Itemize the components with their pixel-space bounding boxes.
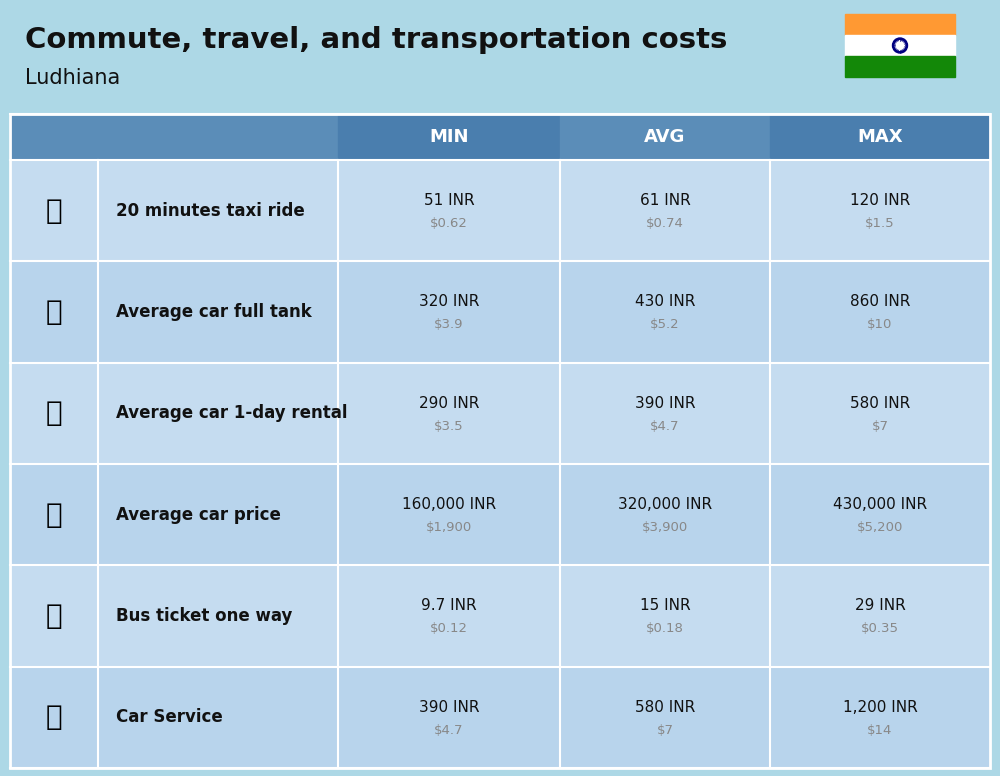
Text: $1.5: $1.5 <box>865 217 895 230</box>
Text: MIN: MIN <box>429 128 469 146</box>
Text: 390 INR: 390 INR <box>419 700 479 715</box>
Text: 320,000 INR: 320,000 INR <box>618 497 712 512</box>
Text: 160,000 INR: 160,000 INR <box>402 497 496 512</box>
Text: $4.7: $4.7 <box>650 420 680 433</box>
Text: 1,200 INR: 1,200 INR <box>843 700 917 715</box>
Text: 290 INR: 290 INR <box>419 396 479 411</box>
Bar <box>845 35 955 56</box>
Text: $4.7: $4.7 <box>434 724 464 737</box>
Text: 430,000 INR: 430,000 INR <box>833 497 927 512</box>
Bar <box>10 362 990 464</box>
Text: $3.9: $3.9 <box>434 318 464 331</box>
Text: $0.35: $0.35 <box>861 622 899 636</box>
Bar <box>338 114 560 160</box>
Text: $5.2: $5.2 <box>650 318 680 331</box>
Text: 120 INR: 120 INR <box>850 193 910 208</box>
Text: 61 INR: 61 INR <box>640 193 690 208</box>
Text: 🚕: 🚕 <box>46 196 62 225</box>
Text: ⛽: ⛽ <box>46 298 62 326</box>
Text: Commute, travel, and transportation costs: Commute, travel, and transportation cost… <box>25 26 727 54</box>
Bar <box>10 160 990 262</box>
Circle shape <box>893 38 908 53</box>
Text: 51 INR: 51 INR <box>424 193 474 208</box>
Text: MAX: MAX <box>857 128 903 146</box>
Bar <box>845 14 955 35</box>
Text: $7: $7 <box>872 420 889 433</box>
Bar <box>10 566 990 667</box>
Bar <box>98 114 338 160</box>
Text: Ludhiana: Ludhiana <box>25 68 120 88</box>
Bar <box>770 114 990 160</box>
Text: Average car 1-day rental: Average car 1-day rental <box>116 404 348 422</box>
Text: $3,900: $3,900 <box>642 521 688 534</box>
Text: 20 minutes taxi ride: 20 minutes taxi ride <box>116 202 305 220</box>
Text: 430 INR: 430 INR <box>635 295 695 310</box>
Bar <box>10 114 98 160</box>
Text: Average car full tank: Average car full tank <box>116 303 312 321</box>
Text: $5,200: $5,200 <box>857 521 903 534</box>
Text: 29 INR: 29 INR <box>855 598 905 614</box>
Text: AVG: AVG <box>644 128 686 146</box>
Text: 9.7 INR: 9.7 INR <box>421 598 477 614</box>
Bar <box>560 114 770 160</box>
Text: Average car price: Average car price <box>116 506 281 524</box>
Text: $3.5: $3.5 <box>434 420 464 433</box>
Text: 15 INR: 15 INR <box>640 598 690 614</box>
Text: $0.74: $0.74 <box>646 217 684 230</box>
Text: Bus ticket one way: Bus ticket one way <box>116 607 292 625</box>
Text: Car Service: Car Service <box>116 708 223 726</box>
Text: $0.12: $0.12 <box>430 622 468 636</box>
Text: 🚌: 🚌 <box>46 602 62 630</box>
Bar <box>10 114 990 768</box>
Circle shape <box>895 40 905 50</box>
Text: $0.18: $0.18 <box>646 622 684 636</box>
Text: $10: $10 <box>867 318 893 331</box>
Text: 580 INR: 580 INR <box>635 700 695 715</box>
Text: 580 INR: 580 INR <box>850 396 910 411</box>
Text: 320 INR: 320 INR <box>419 295 479 310</box>
Text: 🚗: 🚗 <box>46 501 62 528</box>
Text: $0.62: $0.62 <box>430 217 468 230</box>
Text: $14: $14 <box>867 724 893 737</box>
Text: 🚙: 🚙 <box>46 400 62 428</box>
Bar <box>10 262 990 362</box>
Bar <box>845 56 955 77</box>
Text: 🛠: 🛠 <box>46 703 62 731</box>
Text: $1,900: $1,900 <box>426 521 472 534</box>
Bar <box>10 667 990 768</box>
Text: $7: $7 <box>656 724 674 737</box>
Text: 860 INR: 860 INR <box>850 295 910 310</box>
Text: 390 INR: 390 INR <box>635 396 695 411</box>
Bar <box>10 464 990 566</box>
